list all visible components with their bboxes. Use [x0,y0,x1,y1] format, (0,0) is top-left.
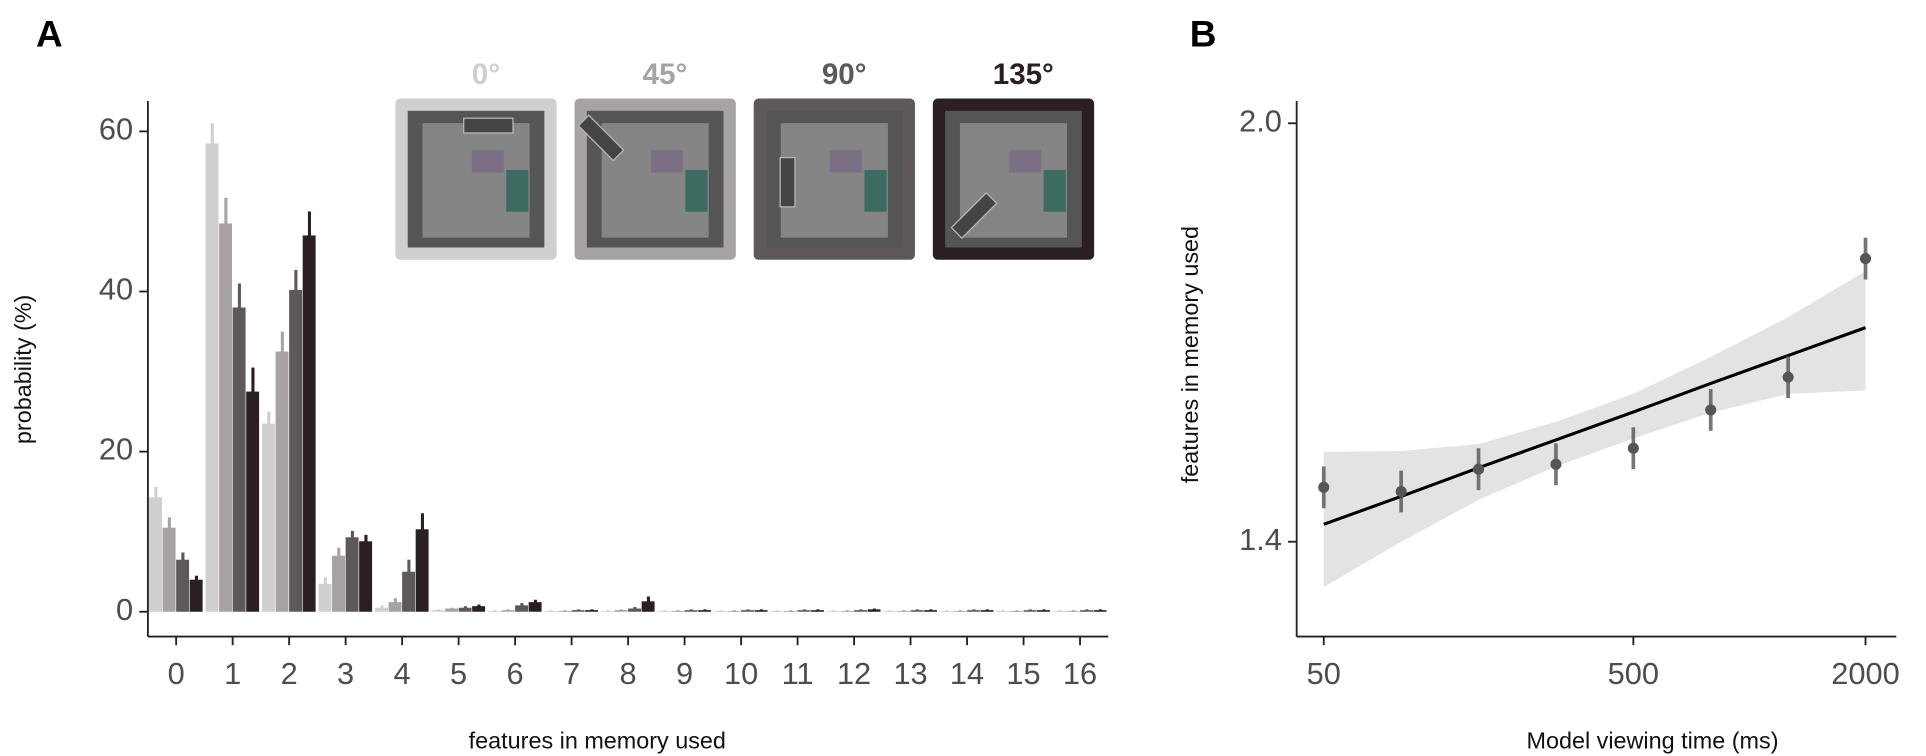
bar [262,423,275,612]
y-tick-label: 20 [99,432,133,467]
legend-object [463,117,514,134]
bar [402,571,416,612]
bar [388,602,402,612]
panel-label: A [36,14,63,55]
point [1782,371,1794,383]
bar [189,579,203,612]
legend-label: 45° [643,58,688,91]
bar [528,602,542,612]
x-tick-label: 11 [782,656,814,691]
legend-shelf [1043,169,1066,212]
bar [318,583,332,612]
x-tick-label: 500 [1608,656,1659,691]
point [1627,442,1639,454]
x-tick-label: 2 [281,656,298,691]
point [1318,481,1330,493]
x-axis-title: features in memory used [469,728,726,754]
bar [176,559,190,612]
bar [275,351,289,612]
x-tick-label: 3 [337,656,354,691]
x-tick-label: 7 [563,656,580,691]
y-tick-label: 1.4 [1239,522,1282,557]
y-tick-label: 40 [99,272,133,307]
x-tick-label: 2000 [1831,656,1899,691]
bar [246,391,260,612]
bar [205,143,219,612]
x-tick-label: 10 [724,656,758,691]
x-tick-label: 15 [1006,656,1040,691]
x-tick-label: 0 [168,656,185,691]
legend-label: 0° [472,58,500,91]
bar [289,289,303,612]
x-tick-label: 4 [394,656,411,691]
bar [302,235,316,612]
bar [415,529,429,612]
point [1550,458,1562,470]
y-tick-label: 60 [99,112,133,147]
x-tick-label: 16 [1063,656,1097,691]
y-axis-title: probability (%) [10,295,36,444]
confidence-band [1323,271,1866,588]
x-tick-label: 1 [224,656,241,691]
bar [445,608,458,612]
legend-shelf [506,169,529,212]
bar [149,497,162,612]
legend-shelf [864,169,887,212]
x-tick-label: 5 [450,656,467,691]
fit-line [1323,326,1867,526]
legend-table [1009,150,1042,173]
x-tick-label: 6 [507,656,524,691]
point [1705,404,1717,416]
legend-table [830,150,863,173]
legend-table [650,150,683,173]
bar [472,606,486,612]
panel-label: B [1190,14,1217,55]
point [1395,485,1407,498]
legend-object [950,191,998,239]
point [1473,463,1485,475]
y-tick-label: 0 [116,592,133,627]
legend-object [577,114,625,162]
x-tick-label: 8 [620,656,637,691]
x-tick-label: 50 [1307,656,1341,691]
point [1859,253,1872,265]
legend-shelf [685,169,708,212]
bar [232,307,246,612]
legend-label: 90° [822,58,867,91]
y-axis-title: features in memory used [1177,226,1203,483]
legend-object [779,156,796,208]
bar [458,607,472,612]
bar [359,541,373,612]
x-tick-label: 14 [950,656,984,691]
bar [515,605,529,612]
legend-table [471,150,504,173]
bar [162,527,176,612]
x-tick-label: 9 [676,656,693,691]
x-tick-label: 13 [893,656,927,691]
bar [641,601,655,612]
legend-label: 135° [993,58,1054,91]
bar [867,609,881,612]
y-tick-label: 2.0 [1239,103,1282,138]
bar [345,537,359,612]
x-tick-label: 12 [837,656,871,691]
x-axis-title: Model viewing time (ms) [1527,728,1779,754]
bar [332,555,346,612]
bar [219,223,233,612]
